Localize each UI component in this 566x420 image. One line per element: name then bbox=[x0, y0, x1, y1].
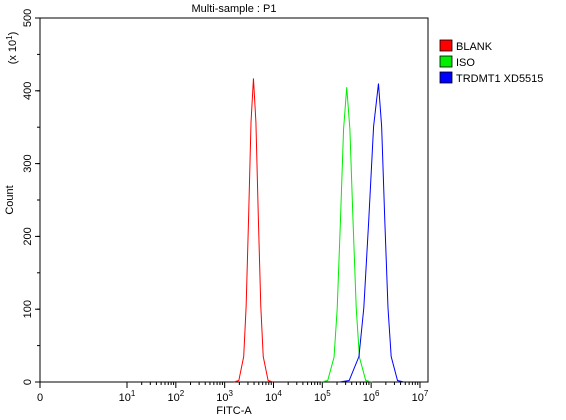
x-tick-exponent: 2 bbox=[180, 389, 185, 398]
x-tick-exponent: 5 bbox=[326, 389, 331, 398]
x-axis-label: FITC-A bbox=[216, 405, 252, 417]
y-tick-label: 500 bbox=[22, 9, 34, 27]
x-tick-base: 10 bbox=[412, 392, 424, 404]
histogram-curve bbox=[321, 87, 373, 383]
chart-title: Multi-sample : P1 bbox=[192, 3, 277, 15]
legend-label: BLANK bbox=[456, 41, 493, 53]
legend-swatch bbox=[439, 39, 453, 52]
x-tick-base: 10 bbox=[167, 392, 179, 404]
histogram-curve bbox=[233, 78, 274, 383]
x-tick-base: 10 bbox=[119, 392, 131, 404]
y-tick-label: 400 bbox=[22, 82, 34, 100]
y-multiplier-exponent: 1 bbox=[5, 35, 14, 40]
x-tick-label: 104 bbox=[265, 389, 282, 404]
x-tick-label: 105 bbox=[314, 389, 331, 404]
x-tick-exponent: 4 bbox=[277, 389, 282, 398]
y-multiplier-prefix: (x 10 bbox=[7, 40, 19, 64]
y-multiplier-suffix: ) bbox=[7, 32, 19, 36]
y-axis-label: Count bbox=[4, 185, 16, 214]
y-multiplier: (x 101) bbox=[5, 32, 19, 65]
x-tick-exponent: 6 bbox=[375, 389, 380, 398]
x-tick-exponent: 3 bbox=[229, 389, 234, 398]
x-tick-exponent: 1 bbox=[131, 389, 136, 398]
x-tick-label: 101 bbox=[119, 389, 136, 404]
x-tick-label: 102 bbox=[167, 389, 184, 404]
x-tick-base: 10 bbox=[265, 392, 277, 404]
x-tick-exponent: 7 bbox=[424, 389, 429, 398]
y-tick-label: 200 bbox=[22, 227, 34, 245]
y-tick-label: 300 bbox=[22, 154, 34, 172]
legend-label: ISO bbox=[456, 57, 475, 69]
legend-swatch bbox=[439, 55, 453, 68]
histogram-curve bbox=[339, 83, 404, 383]
legend-swatch bbox=[439, 71, 453, 84]
x-tick-base: 10 bbox=[363, 392, 375, 404]
y-tick-label: 0 bbox=[22, 379, 34, 385]
x-tick-label: 0 bbox=[37, 392, 43, 404]
x-tick-base: 10 bbox=[216, 392, 228, 404]
x-tick-base: 10 bbox=[314, 392, 326, 404]
x-tick-label: 106 bbox=[363, 389, 380, 404]
y-tick-label: 100 bbox=[22, 300, 34, 318]
x-tick-label: 103 bbox=[216, 389, 233, 404]
x-tick-label: 107 bbox=[412, 389, 429, 404]
legend-label: TRDMT1 XD5515 bbox=[456, 73, 543, 85]
